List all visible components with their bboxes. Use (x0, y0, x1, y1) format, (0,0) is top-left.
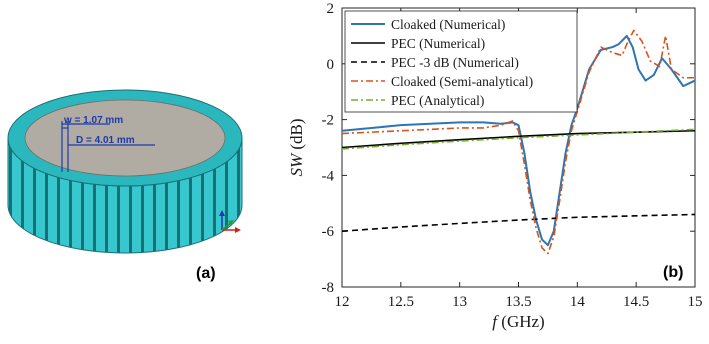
cylinder-top-disk (24, 99, 226, 177)
x-tick-label: 14 (570, 294, 586, 310)
dimension-w-label: w = 1.07 mm (63, 115, 123, 126)
x-tick-label: 13 (452, 294, 467, 310)
x-tick-label: 12.5 (388, 294, 414, 310)
y-axis-label: SW (dB) (287, 118, 306, 176)
x-axis-label-unit: (GHz) (497, 312, 545, 331)
panel-b-tag: (b) (663, 264, 683, 281)
chart-legend: Cloaked (Numerical) PEC (Numerical) PEC -3… (344, 10, 578, 113)
series-line-2 (341, 213, 696, 232)
y-axis-label-unit: (dB) (287, 118, 306, 153)
panel-b-chart: 12 12.5 13 13.5 14 14.5 15 2 0 -2 -4 -6 -8 Cloaked (… (262, 0, 709, 339)
series-line-3 (341, 29, 695, 255)
y-tick-label: 2 (327, 1, 335, 17)
y-tick-label: 0 (327, 57, 335, 73)
dimension-annotations (61, 121, 155, 172)
legend-label-1: PEC (Numerical) (391, 36, 485, 51)
x-tick-label: 15 (688, 294, 703, 310)
x-tick-label: 13.5 (505, 294, 531, 310)
x-axis-label: f (GHz) (492, 312, 544, 331)
legend-label-0: Cloaked (Numerical) (391, 17, 505, 32)
y-tick-label: -8 (322, 280, 335, 296)
sw-chart: 12 12.5 13 13.5 14 14.5 15 2 0 -2 -4 -6 -8 Cloaked (… (287, 1, 703, 331)
legend-label-4: PEC (Analytical) (391, 93, 484, 108)
legend-label-3: Cloaked (Semi-analytical) (391, 74, 533, 89)
y-tick-label: -6 (322, 224, 335, 240)
cloak-cylinder-figure: w = 1.07 mm D = 4.01 mm (a) (7, 89, 243, 282)
series-line-4 (341, 128, 696, 150)
x-tick-label: 12 (335, 294, 350, 310)
chart-series-layer (341, 29, 696, 255)
panel-a-illustration: w = 1.07 mm D = 4.01 mm (a) (0, 0, 260, 339)
y-tick-label: -4 (322, 168, 335, 184)
dimension-d-label: D = 4.01 mm (76, 135, 135, 146)
series-line-1 (341, 129, 696, 149)
x-axis-label-var: f (492, 312, 499, 331)
legend-label-2: PEC -3 dB (Numerical) (391, 55, 519, 70)
series-line-0 (341, 34, 696, 247)
y-tick-label: -2 (322, 113, 335, 129)
coordinate-triad-icon (219, 210, 241, 233)
y-axis-label-var: SW (287, 152, 306, 177)
chart-axes-layer: 12 12.5 13 13.5 14 14.5 15 2 0 -2 -4 -6 -8 (322, 1, 703, 310)
panel-a-tag: (a) (196, 265, 216, 282)
x-tick-label: 14.5 (623, 294, 649, 310)
